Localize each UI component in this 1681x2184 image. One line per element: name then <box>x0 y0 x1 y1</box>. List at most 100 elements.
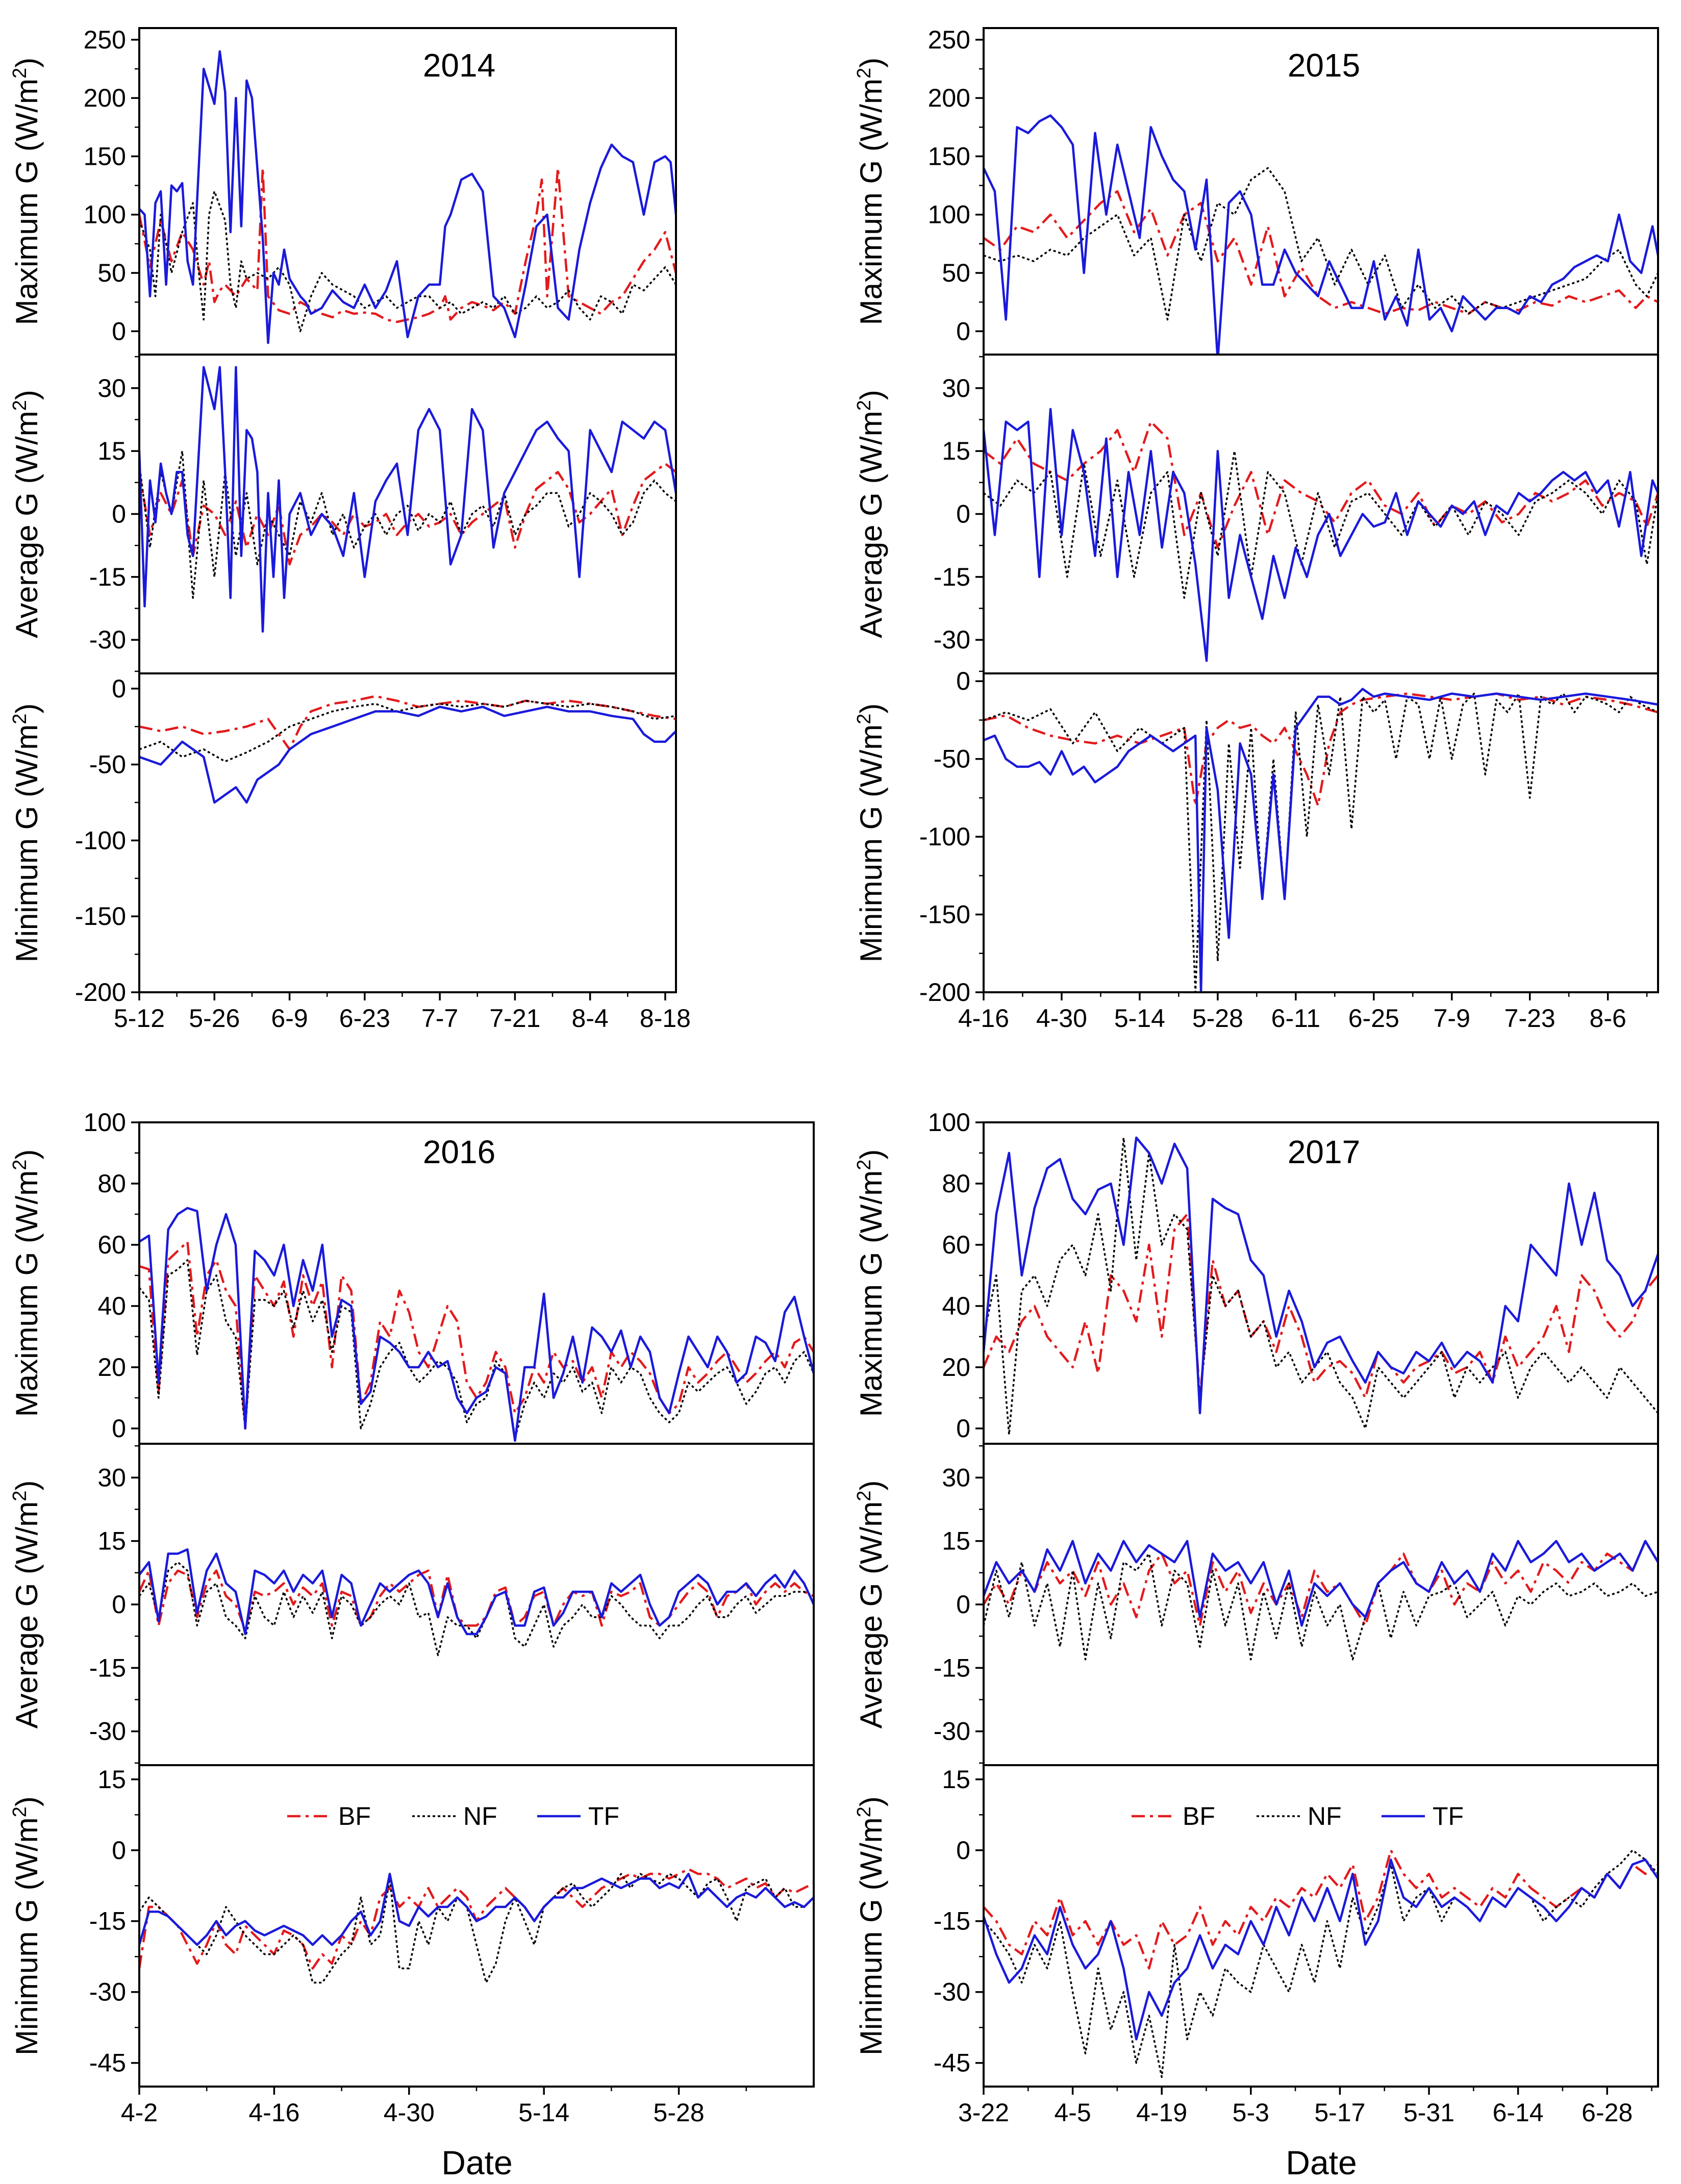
plot-frame <box>983 672 1659 993</box>
y-tick-label: 200 <box>928 84 970 112</box>
y-axis-label-close: ) <box>10 58 44 68</box>
y-tick-label: 15 <box>97 437 126 465</box>
y-axis-label-close: ) <box>854 1149 888 1160</box>
x-tick-label: 6-11 <box>1271 1004 1320 1033</box>
y-tick-label: 0 <box>112 674 126 703</box>
y-tick-label: -100 <box>919 822 970 851</box>
y-tick-label: -30 <box>934 1978 970 2006</box>
x-tick-label: 8-4 <box>572 1004 609 1033</box>
series-line-bf <box>984 1213 1658 1399</box>
y-axis-label-text: Maximum G (W/m <box>854 79 888 325</box>
y-axis-label-sup: 2 <box>9 1160 31 1170</box>
series-line-tf <box>984 408 1658 662</box>
x-tick-label: 6-23 <box>339 1004 390 1033</box>
year-title-2015: 2015 <box>1288 47 1360 84</box>
panel-2016-maximum: 0 20 40 60 80 100 Maximum G (W/m2) <box>9 1108 815 1445</box>
series-line-nf <box>139 190 676 333</box>
y-tick-label: 250 <box>84 26 126 54</box>
series-line-bf <box>139 1569 814 1631</box>
y-axis-label: Minimum G (W/m2) <box>9 704 44 963</box>
y-axis-label-close: ) <box>10 704 44 714</box>
series-line-bf <box>984 190 1658 315</box>
y-tick-label: -15 <box>934 563 970 591</box>
y-axis-label-text: Maximum G (W/m <box>10 1170 44 1417</box>
panel-2015-minimum: -200 -150 -100 -50 0 Minimum G (W/m2) 4-16 4-30… <box>854 667 1659 1033</box>
legend-label-tf: TF <box>588 1802 619 1830</box>
y-axis-label-close: ) <box>10 1480 44 1491</box>
year-title-2016: 2016 <box>423 1134 495 1170</box>
y-axis-label: Average G (W/m2) <box>9 390 44 638</box>
y-tick-label: 0 <box>956 667 970 695</box>
series-group <box>139 1207 814 1442</box>
y-tick-label: 150 <box>928 142 970 170</box>
y-axis-label-text: Maximum G (W/m <box>854 1170 888 1417</box>
y-tick-label: -30 <box>89 625 126 654</box>
x-tick-label: 4-16 <box>248 2098 299 2127</box>
y-axis-label: Maximum G (W/m2) <box>9 1149 44 1417</box>
y-tick-label: 15 <box>942 1765 970 1794</box>
y-tick-label: 40 <box>942 1292 970 1320</box>
series-group <box>984 1136 1658 1436</box>
y-axis-label-text: Average G (W/m <box>10 411 44 638</box>
x-tick-label: 4-16 <box>958 1004 1009 1033</box>
y-tick-label: 250 <box>928 26 970 54</box>
plot-frame <box>138 672 677 993</box>
legend: BF NF TF <box>287 1802 619 1830</box>
y-tick-label: -150 <box>919 900 970 929</box>
y-axis-label: Maximum G (W/m2) <box>854 58 888 325</box>
series-line-bf <box>984 1540 1658 1627</box>
y-tick-label: -15 <box>89 1653 126 1682</box>
y-tick-label: 200 <box>84 84 126 112</box>
y-axis-label: Average G (W/m2) <box>854 1480 888 1729</box>
panel-2014-maximum: 0 50 100 150 200 250 Maximum G (W/m2) <box>9 26 677 356</box>
series-group <box>139 366 676 633</box>
x-tick-label: 5-14 <box>1114 1004 1165 1033</box>
y-axis-label-sup: 2 <box>854 400 875 411</box>
y-axis-label-sup: 2 <box>9 400 31 411</box>
y-tick-label: -15 <box>89 563 126 591</box>
y-tick-label: -30 <box>89 1717 126 1746</box>
x-tick-label: 7-23 <box>1504 1004 1555 1033</box>
y-axis-label-text: Maximum G (W/m <box>10 79 44 325</box>
series-line-bf <box>984 420 1658 549</box>
y-tick-label: 15 <box>942 437 970 465</box>
y-tick-label: 0 <box>112 1590 126 1619</box>
series-group <box>139 1548 814 1656</box>
y-tick-label: 20 <box>942 1353 970 1382</box>
y-tick-label: 20 <box>97 1353 126 1382</box>
y-axis-label-sup: 2 <box>9 1806 31 1817</box>
x-tick-label: 7-9 <box>1434 1004 1470 1033</box>
y-tick-label: -15 <box>934 1907 970 1936</box>
x-tick-label: 5-26 <box>189 1004 240 1033</box>
x-tick-label: 8-18 <box>640 1004 691 1033</box>
y-tick-label: -30 <box>89 1978 126 2006</box>
y-tick-label: -50 <box>934 745 970 773</box>
y-axis-label-text: Average G (W/m <box>10 1501 44 1729</box>
y-tick-label: -30 <box>934 625 970 654</box>
y-tick-label: 0 <box>956 1836 970 1865</box>
y-axis-label-sup: 2 <box>854 1806 875 1817</box>
series-line-tf <box>984 688 1658 992</box>
series-line-bf <box>984 692 1658 807</box>
x-tick-label: 4-2 <box>121 2098 158 2127</box>
series-line-nf <box>139 450 676 599</box>
x-tick-label: 4-30 <box>1036 1004 1087 1033</box>
series-line-nf <box>984 1137 1658 1436</box>
y-tick-label: 30 <box>942 374 970 403</box>
y-axis-label: Average G (W/m2) <box>854 390 888 638</box>
y-tick-label: 0 <box>112 1414 126 1443</box>
y-tick-label: -45 <box>934 2049 970 2077</box>
y-axis-label-sup: 2 <box>854 1491 875 1501</box>
x-tick-label: 6-28 <box>1582 2098 1633 2127</box>
x-tick-label: 5-14 <box>518 2098 569 2127</box>
y-tick-label: 15 <box>942 1527 970 1555</box>
y-tick-label: 100 <box>928 200 970 229</box>
x-tick-label: 7-21 <box>489 1004 540 1033</box>
legend-label-nf: NF <box>1308 1802 1342 1830</box>
legend-label-bf: BF <box>1183 1802 1215 1830</box>
y-axis-label-sup: 2 <box>854 714 875 724</box>
y-tick-label: -15 <box>89 1907 126 1936</box>
y-tick-label: 80 <box>97 1169 126 1198</box>
